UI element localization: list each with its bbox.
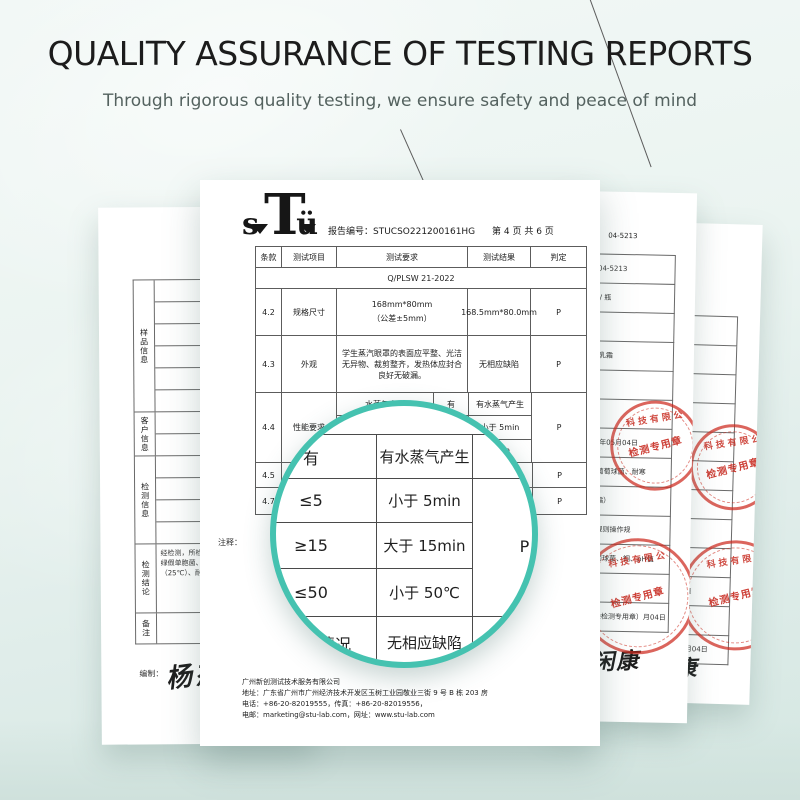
requirement-line: 168mm*80mm [371,300,433,309]
table-row: 304-5213 [589,253,676,285]
magnified-cell: ≥15 [276,523,377,569]
stamp-center-text: 检测专用章 [627,435,684,460]
requirement-line: （公差±5mm） [372,314,432,323]
clause-cell: 4.2 [256,289,282,335]
scale-pan-icon [252,224,268,234]
table-row: 色乳霜 [587,341,675,372]
standard-number: Q/PLSW 21-2022 [387,273,455,283]
verdict-cell: P [557,470,562,480]
stamp-center-text: 检测专用章 [707,585,763,610]
hidden-cell [282,463,533,487]
group-label: 客户信息 [134,412,156,456]
group-label: 样品信息 [133,280,156,412]
result-cell: 无相应缺陷 [468,336,531,392]
page-info: 第 4 页 共 6 页 [492,227,554,237]
group-label: 备注 [135,613,158,644]
clause-cell: 4.4 [256,393,282,462]
note-label: 注释： [218,538,242,547]
page-subtitle: Through rigorous quality testing, we ens… [102,91,698,111]
magnified-cell: ≤5 [276,479,377,523]
table-row [587,370,674,401]
row-4-2: 4.2 规格尺寸 168mm*80mm （公差±5mm） 168.5mm*80.… [256,289,586,336]
magnified-row: ≥15 大于 15min P [276,523,532,569]
magnified-cell: 大于 15min [377,523,473,569]
group-label: 检测结论 [135,544,157,613]
table-row: / [588,312,675,343]
table-row: g / 瓶 [588,283,676,314]
item-cell: 外观 [282,336,337,392]
clause-cell: 4.5 [256,463,282,487]
magnified-row: ≤50 小于 50℃ [276,569,532,617]
footer-line-email: 电邮：marketing@stu-lab.com，网址：www.stu-lab.… [242,711,435,719]
magnified-cell: 无渗透情况 [276,617,377,662]
header-test-result: 测试结果 [468,247,531,267]
verdict-cell: P [556,359,561,369]
group-label: 检测信息 [134,456,157,544]
magnified-verdict: P [519,536,530,556]
footer-line-address: 地址：广东省广州市广州经济技术开发区玉树工业园敬业三街 9 号 B 栋 203 … [242,689,488,697]
requirement-cell: 168mm*80mm （公差±5mm） [337,289,468,335]
standard-row: Q/PLSW 21-2022 [256,268,586,289]
requirement-cell: 学生蒸汽眼罩的表面应平整、光洁无异物、裁剪整齐，发热体应封合良好无破漏。 [337,336,468,392]
item-cell: 规格尺寸 [282,289,337,335]
verdict-cell: P [556,307,561,317]
clause-cell: 4.3 [256,336,282,392]
header-test-requirement: 测试要求 [337,247,468,267]
magnified-cell [473,569,532,617]
verdict-cell: P [556,423,562,432]
verdict-cell: P [557,496,562,506]
stamp-center-text: 检测专用章 [705,457,762,482]
prepared-by-label: 编制： [139,669,164,679]
stu-lab-logo: s T ü [240,182,330,250]
magnified-table: 有 有水蒸气产生 ≤5 小于 5min ≥15 大于 15min P ≤50 小… [276,434,532,662]
magnified-cell: 小于 5min [377,479,473,523]
footer-line-phone: 电话：+86-20-82019555，传真：+86-20-82019556， [242,700,427,708]
header-clause: 条款 [256,247,282,267]
magnified-row: 无渗透情况 无相应缺陷 P [276,617,532,662]
magnified-cell: 小于 50℃ [377,569,473,617]
table-header-row: 条款 测试项目 测试要求 测试结果 判定 [256,247,586,268]
report-number-line: 报告编号：STUCSO221200161HG 第 4 页 共 6 页 [328,224,554,237]
report-number: 报告编号：STUCSO221200161HG [328,227,476,237]
magnified-row: 有 有水蒸气产生 [276,434,532,479]
magnified-verdict: P [473,617,532,662]
header-test-item: 测试项目 [282,247,337,267]
magnified-row: ≤5 小于 5min [276,479,532,523]
magnified-cell: ≤50 [276,569,377,617]
scale-pan-icon [300,224,316,234]
magnified-cell: 有水蒸气产生 [377,435,473,479]
sub-result: 小于 5min [480,422,520,432]
magnifier-circle: 有 有水蒸气产生 ≤5 小于 5min ≥15 大于 15min P ≤50 小… [270,400,538,668]
magnified-cell [473,435,532,479]
row-4-3: 4.3 外观 学生蒸汽眼罩的表面应平整、光洁无异物、裁剪整齐，发热体应封合良好无… [256,336,586,393]
report-number-fragment: 04-5213 [608,231,638,241]
lab-contact-footer: 广州新创测试技术服务有限公司 地址：广东省广州市广州经济技术开发区玉树工业园敬业… [242,677,488,721]
magnified-cell: 无相应缺陷 [377,617,473,662]
magnified-cell: 有 [276,435,377,479]
magnified-cell [473,479,532,523]
header-verdict: 判定 [550,252,567,262]
sub-result: 有水蒸气产生 [476,399,524,409]
result-cell: 168.5mm*80.0mm [461,289,537,335]
footer-line-company: 广州新创测试技术服务有限公司 [242,678,340,686]
page-title: QUALITY ASSURANCE OF TESTING REPORTS [47,34,753,73]
